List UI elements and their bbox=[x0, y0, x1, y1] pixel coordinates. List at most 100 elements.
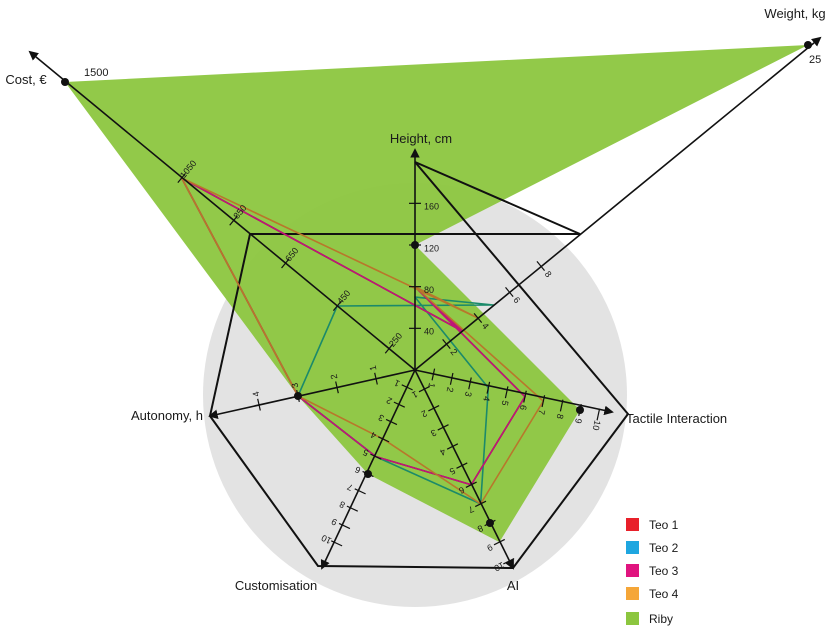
tick-label-weight-4: 4 bbox=[480, 321, 491, 331]
tick-label-custom-2: 2 bbox=[385, 395, 394, 406]
tick-mark-custom-3 bbox=[385, 418, 398, 426]
legend-label-teo-4: Teo 4 bbox=[649, 587, 679, 601]
riby-area bbox=[65, 45, 808, 543]
legend-label-teo-1: Teo 1 bbox=[649, 518, 679, 532]
tick-mark-tactile-8 bbox=[559, 399, 564, 412]
tick-mark-custom-10 bbox=[330, 540, 343, 547]
tick-label-height-80: 80 bbox=[424, 285, 434, 295]
ref-dot-cost bbox=[61, 78, 69, 86]
tick-mark-weight-6 bbox=[505, 286, 514, 298]
tick-label-tactile-7: 7 bbox=[536, 409, 547, 416]
tick-mark-weight-4 bbox=[473, 312, 483, 324]
tick-label-ai-10: 10 bbox=[492, 560, 505, 573]
tick-mark-weight-8 bbox=[536, 260, 546, 272]
tick-label-custom-3: 3 bbox=[377, 412, 386, 423]
legend-swatch-riby bbox=[626, 612, 639, 625]
legend-swatch-teo-3 bbox=[626, 564, 639, 577]
axis-label-tactile: Tactile Interaction bbox=[626, 411, 727, 426]
tick-label-custom-4: 4 bbox=[369, 430, 378, 441]
tick-label-height-160: 160 bbox=[424, 202, 439, 212]
tick-mark-tactile-2 bbox=[449, 372, 454, 385]
series-line-teo-4 bbox=[180, 177, 545, 505]
tick-mark-cost-1050 bbox=[177, 172, 186, 184]
tick-label-weight-2: 2 bbox=[448, 347, 459, 357]
tick-label-tactile-10: 10 bbox=[591, 419, 603, 431]
tick-mark-tactile-5 bbox=[504, 386, 509, 399]
tick-mark-custom-4 bbox=[377, 436, 390, 443]
tick-label-ai-4: 4 bbox=[438, 446, 447, 457]
tick-label-tactile-4: 4 bbox=[481, 395, 492, 402]
tick-mark-ai-5 bbox=[456, 462, 468, 469]
tick-label-tactile-6: 6 bbox=[518, 404, 529, 411]
tick-mark-ai-1 bbox=[418, 385, 431, 393]
axis-label-ai: AI bbox=[507, 578, 519, 593]
ref-dot-height bbox=[411, 241, 419, 249]
tick-mark-custom-7 bbox=[354, 488, 366, 495]
tick-mark-custom-9 bbox=[338, 522, 351, 530]
tick-label-custom-7: 7 bbox=[346, 482, 355, 493]
ref-dot-custom bbox=[364, 470, 372, 478]
tick-mark-tactile-6 bbox=[523, 390, 527, 403]
axis-line-cost bbox=[28, 50, 416, 371]
axis-line-ai bbox=[414, 369, 514, 570]
tick-label-custom-10: 10 bbox=[320, 533, 333, 546]
cost-max-label: 1500 bbox=[84, 67, 108, 79]
tick-label-autonomy-3: 3 bbox=[290, 382, 301, 389]
tick-label-ai-6: 6 bbox=[457, 485, 466, 496]
tick-mark-cost-850 bbox=[229, 215, 238, 226]
tick-label-custom-8: 8 bbox=[338, 499, 347, 510]
legend: Teo 1 Teo 2 Teo 3 Teo 4 Riby bbox=[626, 518, 679, 626]
tick-label-tactile-5: 5 bbox=[500, 400, 511, 407]
ref-dot-tactile bbox=[576, 406, 584, 414]
extra-tick-labels: 1500 25 bbox=[84, 54, 821, 79]
tick-label-custom-9: 9 bbox=[330, 516, 339, 527]
weight-max-label: 25 bbox=[809, 54, 821, 66]
tick-mark-autonomy-2 bbox=[335, 381, 339, 394]
tick-mark-tactile-1 bbox=[431, 368, 436, 381]
tick-label-autonomy-2: 2 bbox=[329, 373, 340, 380]
tick-label-ai-2: 2 bbox=[420, 408, 429, 419]
tick-label-tactile-3: 3 bbox=[463, 391, 474, 398]
tick-label-height-120: 120 bbox=[424, 243, 439, 253]
tick-mark-custom-5 bbox=[370, 453, 382, 460]
tick-label-tactile-8: 8 bbox=[555, 413, 566, 420]
axis-line-weight bbox=[414, 36, 822, 371]
tick-mark-ai-10 bbox=[503, 558, 515, 565]
legend-swatch-teo-4 bbox=[626, 587, 639, 600]
tick-mark-tactile-10 bbox=[596, 408, 601, 421]
tick-mark-autonomy-4 bbox=[257, 398, 261, 411]
tick-label-ai-9: 9 bbox=[485, 542, 494, 553]
ref-dot-weight bbox=[804, 41, 812, 49]
tick-label-autonomy-1: 1 bbox=[368, 364, 379, 371]
tick-label-ai-8: 8 bbox=[476, 523, 485, 534]
axis-line-tactile bbox=[414, 369, 614, 416]
tick-label-weight-8: 8 bbox=[543, 269, 554, 279]
axis-label-cost: Cost, € bbox=[5, 72, 47, 87]
tick-label-custom-5: 5 bbox=[361, 447, 370, 458]
tick-label-tactile-2: 2 bbox=[445, 386, 456, 393]
legend-label-teo-2: Teo 2 bbox=[649, 541, 679, 555]
axis-line-autonomy bbox=[208, 369, 416, 420]
legend-swatch-teo-1 bbox=[626, 518, 639, 531]
tick-label-weight-6: 6 bbox=[511, 295, 522, 305]
radar-frame bbox=[208, 161, 630, 570]
tick-mark-ai-3 bbox=[437, 424, 449, 431]
tick-label-autonomy-4: 4 bbox=[251, 390, 262, 397]
ref-dot-autonomy bbox=[294, 392, 302, 400]
tick-label-tactile-1: 1 bbox=[426, 382, 437, 389]
ref-dot-ai bbox=[486, 519, 494, 527]
axis-labels: Height, cm Tactile Interaction AI Custom… bbox=[5, 6, 825, 593]
tick-mark-cost-250 bbox=[384, 343, 394, 354]
tick-mark-ai-9 bbox=[493, 538, 506, 546]
legend-swatch-teo-2 bbox=[626, 541, 639, 554]
tick-mark-cost-650 bbox=[281, 258, 290, 269]
axis-label-autonomy: Autonomy, h bbox=[131, 408, 203, 423]
axis-label-customisation: Customisation bbox=[235, 578, 317, 593]
tick-mark-ai-2 bbox=[428, 405, 440, 412]
tick-mark-ai-6 bbox=[465, 481, 477, 488]
tick-label-ai-7: 7 bbox=[467, 504, 476, 515]
tick-mark-cost-450 bbox=[332, 300, 342, 312]
tick-label-custom-6: 6 bbox=[353, 464, 362, 475]
tick-label-ai-1: 1 bbox=[410, 389, 419, 400]
